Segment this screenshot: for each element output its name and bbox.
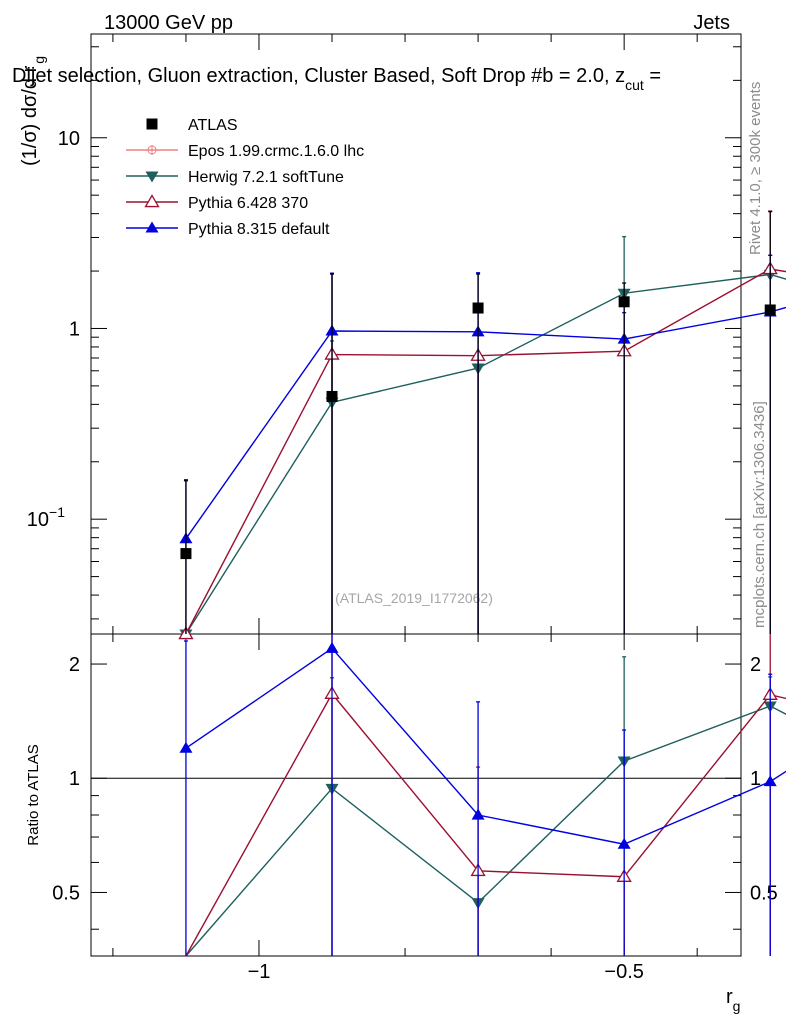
rivet-version-label: Rivet 4.1.0, ≥ 300k events: [747, 82, 764, 255]
plot-title: Dijet selection, Gluon extraction, Clust…: [12, 65, 661, 93]
point-pythia8: [763, 775, 777, 787]
point-pythia8: [471, 808, 485, 820]
legend-label-pythia6: Pythia 6.428 370: [188, 195, 308, 212]
series-pythia6-ratio: [185, 634, 786, 957]
ratio-y-tick-label-left: 0.5: [52, 882, 80, 904]
legend-label-herwig: Herwig 7.2.1 softTune: [188, 169, 344, 186]
tick-exponent: −1: [49, 504, 65, 520]
series-line-pythia8: [185, 306, 786, 540]
ratio-y-tick-label-right: 2: [750, 654, 761, 676]
legend-label-pythia8: Pythia 8.315 default: [188, 221, 330, 238]
mcplots-label: mcplots.cern.ch [arXiv:1306.3436]: [751, 401, 768, 628]
series-line-pythia8: [185, 647, 786, 845]
series-herwig-ratio: [185, 656, 786, 957]
main-y-tick-label: 10−1: [27, 504, 65, 531]
main-plot-series: [178, 210, 786, 641]
point-atlas: [326, 390, 338, 402]
series-line-herwig: [185, 273, 786, 635]
series-line-pythia6: [185, 268, 786, 635]
legend-label-epos: Epos 1.99.crmc.1.6.0 lhc: [188, 143, 364, 160]
series-line-herwig: [185, 705, 786, 957]
legend-label-atlas: ATLAS: [188, 117, 238, 134]
main-y-axis-label: (1/σ) dσ/d rg: [19, 56, 47, 166]
energy-label: 13000 GeV pp: [104, 12, 233, 34]
point-atlas: [472, 302, 484, 314]
x-axis-label: rg: [726, 986, 740, 1014]
series-line-pythia6: [185, 692, 786, 957]
legend-entry-herwig: Herwig 7.2.1 softTune: [126, 169, 344, 186]
ratio-y-axis-label: Ratio to ATLAS: [25, 744, 42, 845]
tick-base: 10: [27, 509, 49, 531]
legend-entry-epos: Epos 1.99.crmc.1.6.0 lhc: [126, 143, 364, 160]
series-pythia8-main: [179, 254, 786, 634]
ratio-y-tick-label-right: 1: [750, 768, 761, 790]
legend-entry-atlas: ATLAS: [146, 117, 238, 134]
ratio-y-tick-label-right: 0.5: [750, 882, 778, 904]
legend-marker-atlas: [146, 118, 158, 130]
legend: ATLAS Epos 1.99.crmc.1.6.0 lhc Herwig 7.2.…: [126, 117, 364, 238]
series-herwig-main: [179, 236, 786, 641]
x-tick-label: −0.5: [604, 961, 643, 983]
ratio-plot-frame: [90, 633, 742, 957]
x-tick-label: −1: [248, 961, 271, 983]
series-atlas-main: [180, 210, 776, 634]
point-atlas: [180, 548, 192, 560]
ratio-y-ticks: 2 2 1 1 0.5 0.5: [52, 654, 778, 930]
ratio-y-tick-label-left: 2: [69, 654, 80, 676]
point-pythia8: [179, 741, 193, 753]
point-pythia8: [617, 837, 631, 849]
main-y-tick-label: 10: [58, 128, 80, 150]
point-atlas: [764, 304, 776, 316]
point-atlas: [618, 296, 630, 308]
ratio-plot-series: [179, 634, 786, 957]
legend-marker-herwig: [145, 171, 159, 183]
main-y-tick-label: 1: [69, 318, 80, 340]
legend-entry-pythia6: Pythia 6.428 370: [126, 194, 308, 212]
series-pythia8-ratio: [179, 634, 786, 956]
legend-marker-pythia6: [144, 194, 160, 208]
analysis-watermark: (ATLAS_2019_I1772062): [335, 590, 493, 606]
series-pythia6-main: [178, 210, 786, 640]
point-pythia8: [325, 641, 339, 653]
legend-marker-pythia8: [145, 221, 159, 233]
ratio-y-tick-label-left: 1: [69, 768, 80, 790]
legend-entry-pythia8: Pythia 8.315 default: [126, 221, 330, 238]
process-label: Jets: [693, 12, 730, 34]
